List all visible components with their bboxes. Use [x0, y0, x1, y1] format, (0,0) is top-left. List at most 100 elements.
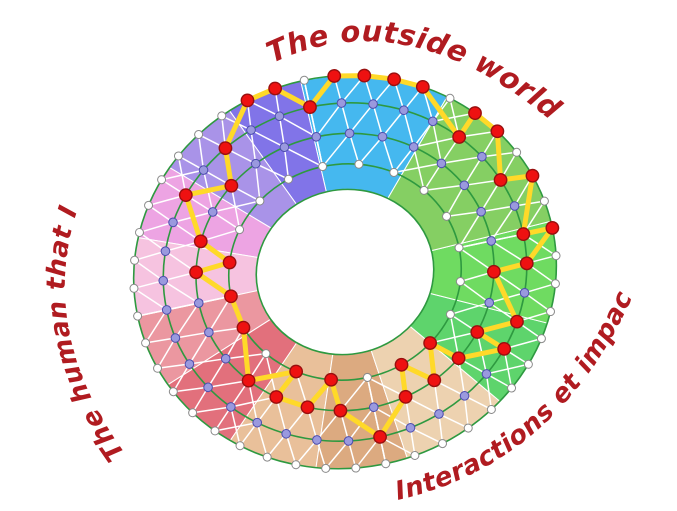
node[interactable]: [438, 439, 448, 449]
node[interactable]: [134, 227, 144, 237]
highlight-node[interactable]: [224, 178, 239, 193]
node[interactable]: [220, 353, 231, 364]
node[interactable]: [246, 125, 256, 135]
highlight-node[interactable]: [218, 141, 233, 156]
node[interactable]: [160, 246, 171, 256]
node[interactable]: [279, 142, 290, 152]
node[interactable]: [252, 417, 263, 428]
node[interactable]: [381, 459, 391, 469]
node[interactable]: [476, 206, 486, 217]
node[interactable]: [312, 435, 322, 445]
node[interactable]: [408, 142, 419, 152]
highlight-node[interactable]: [525, 168, 540, 183]
node[interactable]: [153, 363, 163, 373]
highlight-node[interactable]: [268, 81, 283, 96]
node[interactable]: [354, 159, 364, 169]
node[interactable]: [377, 131, 388, 142]
highlight-node[interactable]: [373, 430, 388, 445]
node[interactable]: [477, 151, 487, 162]
node[interactable]: [481, 369, 492, 379]
node[interactable]: [168, 217, 178, 228]
highlight-node[interactable]: [289, 364, 304, 379]
highlight-node[interactable]: [423, 336, 438, 351]
highlight-node[interactable]: [468, 106, 483, 121]
highlight-node[interactable]: [493, 173, 508, 188]
node[interactable]: [536, 334, 546, 344]
node[interactable]: [550, 279, 560, 289]
node[interactable]: [551, 251, 561, 261]
node[interactable]: [343, 436, 354, 446]
node[interactable]: [399, 105, 409, 116]
node[interactable]: [130, 255, 140, 265]
node[interactable]: [442, 211, 452, 221]
highlight-node[interactable]: [387, 72, 402, 87]
highlight-node[interactable]: [333, 403, 348, 418]
highlight-node[interactable]: [516, 227, 531, 242]
node[interactable]: [546, 307, 556, 317]
node[interactable]: [281, 428, 291, 439]
node[interactable]: [291, 460, 301, 470]
node[interactable]: [410, 450, 420, 460]
highlight-node[interactable]: [240, 93, 255, 108]
node[interactable]: [255, 196, 265, 206]
node[interactable]: [486, 404, 496, 414]
node[interactable]: [434, 409, 444, 419]
highlight-node[interactable]: [545, 221, 560, 236]
highlight-node[interactable]: [357, 68, 372, 83]
node[interactable]: [203, 382, 213, 393]
node[interactable]: [362, 372, 372, 382]
node[interactable]: [539, 196, 549, 206]
node[interactable]: [419, 185, 429, 195]
node[interactable]: [321, 463, 331, 473]
node[interactable]: [133, 311, 143, 321]
node[interactable]: [389, 167, 399, 177]
node[interactable]: [351, 463, 361, 473]
node[interactable]: [427, 116, 438, 127]
node[interactable]: [463, 423, 473, 433]
node[interactable]: [207, 207, 218, 217]
node[interactable]: [336, 98, 347, 108]
node[interactable]: [226, 402, 236, 412]
node[interactable]: [318, 162, 328, 172]
highlight-node[interactable]: [224, 289, 239, 304]
highlight-node[interactable]: [327, 69, 342, 84]
node[interactable]: [157, 175, 167, 185]
node[interactable]: [188, 408, 198, 418]
node[interactable]: [158, 275, 169, 286]
highlight-node[interactable]: [451, 351, 466, 366]
node[interactable]: [168, 387, 178, 397]
node[interactable]: [454, 243, 464, 253]
node[interactable]: [299, 75, 309, 85]
node[interactable]: [274, 111, 285, 122]
node[interactable]: [129, 283, 139, 293]
highlight-node[interactable]: [486, 264, 502, 279]
highlight-node[interactable]: [236, 320, 251, 335]
node[interactable]: [210, 426, 220, 436]
node[interactable]: [311, 132, 322, 142]
node[interactable]: [235, 225, 245, 235]
highlight-node[interactable]: [222, 255, 237, 270]
node[interactable]: [250, 158, 261, 169]
highlight-node[interactable]: [470, 325, 485, 340]
highlight-node[interactable]: [427, 373, 442, 388]
node[interactable]: [368, 99, 378, 109]
node[interactable]: [436, 158, 447, 169]
highlight-node[interactable]: [497, 341, 512, 357]
node[interactable]: [283, 174, 293, 184]
node[interactable]: [405, 422, 416, 433]
node[interactable]: [193, 298, 204, 308]
node[interactable]: [261, 349, 271, 359]
node[interactable]: [445, 93, 455, 103]
highlight-node[interactable]: [189, 265, 204, 280]
highlight-node[interactable]: [241, 373, 256, 388]
node[interactable]: [235, 441, 245, 451]
node[interactable]: [459, 391, 470, 401]
highlight-node[interactable]: [178, 188, 193, 203]
node[interactable]: [368, 402, 379, 412]
node[interactable]: [217, 111, 227, 121]
highlight-node[interactable]: [303, 100, 318, 115]
highlight-node[interactable]: [510, 314, 525, 329]
highlight-node[interactable]: [324, 372, 339, 387]
highlight-node[interactable]: [415, 79, 430, 95]
node[interactable]: [445, 309, 455, 319]
